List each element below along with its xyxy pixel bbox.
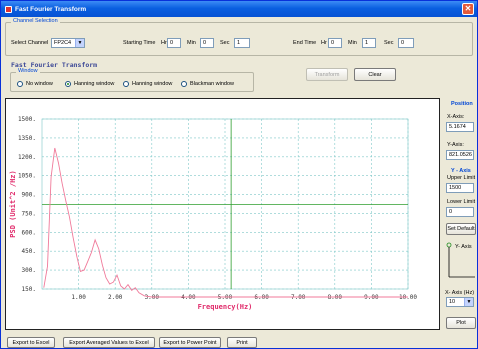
start-min-label: Min [187, 40, 196, 46]
transform-button[interactable]: Transform [306, 68, 348, 81]
x-tick-label: 10.00 [399, 294, 417, 301]
end-sec-field[interactable]: 0 [398, 38, 414, 48]
end-min-field[interactable]: 1 [362, 38, 376, 48]
export-averaged-button[interactable]: Export Averaged Values to Excel [63, 337, 155, 348]
x-axis-title: Frequency(Hz) [198, 303, 253, 311]
plot-area [41, 118, 409, 290]
x-tick-label: 7.00 [291, 294, 306, 301]
export-excel-button[interactable]: Export to Excel [7, 337, 55, 348]
start-hr-label: Hr [161, 40, 167, 46]
position-title: Position [451, 101, 473, 107]
y-tick-label: 900. [22, 192, 36, 199]
y-tick-label: 450. [22, 248, 36, 255]
window-group: Window [10, 68, 254, 92]
end-sec-label: Sec [384, 40, 394, 46]
x-tick-label: 1.00 [71, 294, 86, 301]
clear-button[interactable]: Clear [354, 68, 396, 81]
set-default-button[interactable]: Set Default [446, 223, 476, 235]
chevron-down-icon[interactable]: ▼ [75, 39, 84, 47]
x-axis-hz-label: X- Axis (Hz) [445, 290, 475, 296]
x-tick-label: 4.00 [181, 294, 196, 301]
radio-hanning-window[interactable]: Hanning window [65, 81, 114, 87]
x-axis-hz-value: 10 [449, 299, 456, 305]
y-tick-label: 1350. [18, 135, 36, 142]
start-sec-label: Sec [220, 40, 230, 46]
y-tick-label: 1200. [18, 154, 36, 161]
axis-orientation-icon [446, 242, 475, 278]
chevron-down-icon[interactable]: ▼ [464, 298, 473, 306]
radio-selected-icon[interactable] [65, 81, 71, 87]
lower-limit-label: Lower Limit [447, 199, 476, 205]
start-hr-field[interactable]: 0 [167, 38, 181, 48]
radio-hanning-window-label: Hanning window [74, 81, 115, 87]
channel-selection-label: Channel Selection [11, 18, 60, 24]
select-channel-label: Select Channel [11, 40, 49, 46]
psd-plot[interactable]: 1500. 1350. 1200. 1050. 900. 750. 600. 450. 300.… [5, 98, 440, 330]
radio-no-window[interactable]: No window [17, 81, 53, 87]
psd-series-line [43, 147, 408, 298]
lower-limit-field[interactable]: 0 [446, 207, 474, 217]
fft-heading: Fast Fourier Transform [11, 61, 98, 69]
radio-hanning-window-2[interactable]: Hanning window [123, 81, 172, 87]
close-button[interactable]: ✕ [462, 3, 474, 15]
radio-no-window-label: No window [26, 81, 53, 87]
x-tick-label: 3.00 [145, 294, 160, 301]
x-tick-label: 5.00 [218, 294, 233, 301]
channel-select-value: FP2C4 [54, 40, 72, 46]
upper-limit-field[interactable]: 1500 [446, 183, 474, 193]
channel-selection-group: Channel Selection [5, 18, 473, 56]
axis-widget-label: Y- Axis [455, 244, 472, 250]
window-group-label: Window [16, 68, 40, 74]
y-axis-title: Y - Axis [451, 168, 471, 174]
end-hr-field[interactable]: 0 [328, 38, 342, 48]
plot-button[interactable]: Plot [446, 317, 476, 329]
end-time-label: End Time [293, 40, 317, 46]
app-icon [5, 5, 12, 13]
y-tick-label: 750. [22, 210, 36, 217]
x-tick-label: 8.00 [328, 294, 343, 301]
end-min-label: Min [348, 40, 357, 46]
x-axis-field[interactable]: 5.1674 [446, 122, 474, 132]
y-tick-label: 150. [22, 286, 36, 293]
y-tick-label: 1500. [18, 116, 36, 123]
x-tick-label: 9.00 [364, 294, 379, 301]
title-bar[interactable]: Fast Fourier Transform ✕ [1, 1, 477, 17]
y-axis-field[interactable]: 821.0526 [446, 150, 474, 160]
start-sec-field[interactable]: 1 [234, 38, 250, 48]
starting-time-label: Starting Time [123, 40, 156, 46]
x-tick-label: 2.00 [108, 294, 123, 301]
window-title: Fast Fourier Transform [15, 5, 87, 13]
upper-limit-label: Upper Limit [447, 175, 476, 181]
y-tick-label: 1050. [18, 173, 36, 180]
y-tick-label: 300. [22, 267, 36, 274]
y-axis-label: Y-Axis: [447, 142, 464, 148]
y-tick-label: 600. [22, 229, 36, 236]
end-hr-label: Hr [321, 40, 327, 46]
radio-blackman-window[interactable]: Blackman window [181, 81, 234, 87]
x-tick-label: 6.00 [254, 294, 269, 301]
x-axis-hz-select[interactable]: 10 ▼ [446, 297, 474, 307]
start-min-field[interactable]: 0 [200, 38, 214, 48]
channel-select[interactable]: FP2C4 ▼ [51, 38, 85, 48]
radio-blackman-window-label: Blackman window [190, 81, 235, 87]
export-ppt-button[interactable]: Export to Power Point [159, 337, 221, 348]
radio-circle-icon[interactable] [181, 81, 187, 87]
y-axis-title: PSD (Unit^2 /Hz) [9, 170, 17, 237]
radio-circle-icon[interactable] [123, 81, 129, 87]
radio-circle-icon[interactable] [17, 81, 23, 87]
radio-hanning-window-2-label: Hanning window [132, 81, 173, 87]
print-button[interactable]: Print [227, 337, 257, 348]
psd-chart[interactable]: 1500. 1350. 1200. 1050. 900. 750. 600. 450. 300.… [6, 99, 439, 329]
x-axis-label: X-Axis: [447, 114, 465, 120]
